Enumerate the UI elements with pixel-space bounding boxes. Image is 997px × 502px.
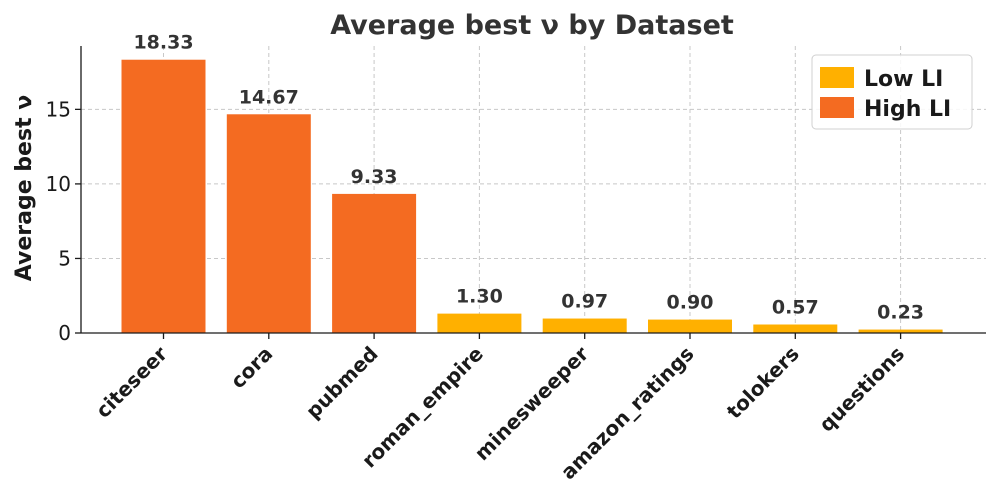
data-label-cora: 14.67 [239,86,299,108]
bar-amazon_ratings [648,319,732,333]
data-label-tolokers: 0.57 [772,297,819,319]
data-labels: 18.33 14.67 9.33 1.30 0.97 0.90 0.57 0.23 [133,32,924,324]
x-tick-label-citeseer: citeseer [91,341,172,422]
x-tick-label-minesweeper: minesweeper [470,341,594,465]
y-tick-label: 5 [58,246,71,270]
data-label-roman_empire: 1.30 [456,286,503,308]
bar-pubmed [332,193,417,333]
x-tick-label-tolokers: tolokers [722,342,804,424]
bar-tolokers [753,324,838,333]
legend-label: High LI [864,97,951,122]
bars [121,59,943,334]
data-label-questions: 0.23 [877,302,924,324]
y-tick-label: 10 [46,172,71,196]
legend-label: Low LI [864,67,943,92]
legend-swatch [820,67,854,88]
data-label-pubmed: 9.33 [351,166,398,188]
data-label-amazon_ratings: 0.90 [667,292,714,314]
axes [75,46,986,339]
data-label-minesweeper: 0.97 [561,291,608,313]
chart-title: Average best ν by Dataset [330,10,734,41]
bar-citeseer [121,59,206,333]
bar-minesweeper [542,318,627,333]
legend-swatch [820,97,854,118]
bar-cora [226,114,311,334]
y-tick-label: 0 [58,321,71,345]
x-tick-label-questions: questions [814,342,909,437]
legend: Low LI High LI [811,54,973,130]
x-tick-label-pubmed: pubmed [301,342,383,424]
bar-questions [858,329,943,333]
y-axis-label: Average best ν [12,95,37,281]
data-label-citeseer: 18.33 [133,32,193,54]
x-tick-label-cora: cora [226,342,278,394]
bar-roman_empire [437,313,522,333]
y-tick-label: 15 [46,97,71,121]
